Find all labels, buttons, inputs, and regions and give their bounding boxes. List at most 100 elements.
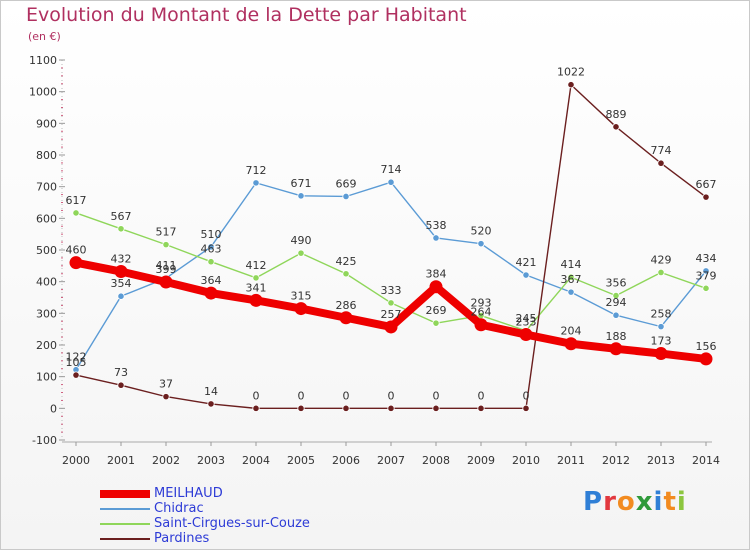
x-tick-label: 2000 — [62, 454, 90, 467]
chart-title: Evolution du Montant de la Dette par Hab… — [26, 4, 467, 26]
data-label: 173 — [651, 335, 672, 348]
legend-swatch-pardines — [100, 538, 150, 540]
x-tick-label: 2002 — [152, 454, 180, 467]
logo-letter: x — [635, 487, 654, 517]
data-point — [657, 159, 665, 167]
data-label: 669 — [336, 177, 357, 190]
data-label: 188 — [606, 330, 627, 343]
y-tick-label: 600 — [36, 212, 57, 225]
y-tick-label: 200 — [36, 339, 57, 352]
x-tick-label: 2007 — [377, 454, 405, 467]
legend-swatch-meilhaud — [100, 490, 150, 498]
data-point — [297, 249, 305, 257]
y-tick-label: 500 — [36, 244, 57, 257]
data-point — [69, 256, 83, 270]
data-label: 364 — [201, 274, 222, 287]
data-label: 0 — [478, 389, 485, 402]
data-label: 0 — [343, 389, 350, 402]
data-label: 0 — [523, 389, 530, 402]
data-label: 774 — [651, 144, 672, 157]
x-tick-label: 2003 — [197, 454, 225, 467]
data-label: 412 — [246, 259, 267, 272]
data-point — [387, 404, 395, 412]
x-tick-label: 2011 — [557, 454, 585, 467]
logo-letter: r — [603, 487, 617, 517]
logo-letter: i — [653, 487, 664, 517]
y-tick-label: -100 — [32, 434, 57, 447]
data-point — [342, 404, 350, 412]
data-point — [567, 81, 575, 89]
data-point — [477, 404, 485, 412]
x-tick-label: 2012 — [602, 454, 630, 467]
data-point — [474, 318, 488, 332]
data-point — [657, 323, 665, 331]
data-point — [207, 400, 215, 408]
data-label: 520 — [471, 225, 492, 238]
data-label: 73 — [114, 366, 128, 379]
data-point — [654, 347, 668, 361]
data-point — [249, 293, 263, 307]
data-point — [432, 404, 440, 412]
x-tick-label: 2008 — [422, 454, 450, 467]
data-point — [612, 123, 620, 131]
data-point — [159, 275, 173, 289]
proxiti-logo: Proxiti — [583, 487, 687, 517]
data-label: 356 — [606, 277, 627, 290]
data-label: 712 — [246, 164, 267, 177]
data-label: 411 — [156, 259, 177, 272]
data-label: 667 — [696, 178, 717, 191]
data-point — [432, 319, 440, 327]
x-tick-label: 2010 — [512, 454, 540, 467]
x-tick-label: 2004 — [242, 454, 270, 467]
data-point — [612, 291, 620, 300]
x-tick-label: 2009 — [467, 454, 495, 467]
data-point — [117, 381, 125, 389]
data-point — [207, 258, 215, 266]
data-point — [702, 193, 710, 201]
data-label: 538 — [426, 219, 447, 232]
data-label: 414 — [561, 258, 582, 271]
logo-letter: t — [663, 487, 677, 517]
data-label: 567 — [111, 210, 132, 223]
data-point — [477, 240, 485, 248]
logo-letter: i — [676, 487, 687, 517]
legend-swatch-saint-cirgues — [100, 523, 150, 525]
data-label: 156 — [696, 340, 717, 353]
data-point — [72, 371, 80, 379]
data-label: 269 — [426, 304, 447, 317]
data-label: 367 — [561, 273, 582, 286]
data-label: 258 — [651, 308, 672, 321]
data-point — [519, 328, 533, 342]
legend-label-chidrac: Chidrac — [154, 501, 204, 516]
data-label: 889 — [606, 108, 627, 121]
data-label: 333 — [381, 284, 402, 297]
data-point — [702, 267, 710, 275]
data-point — [387, 178, 395, 186]
data-label: 1022 — [557, 66, 585, 79]
data-point — [564, 337, 578, 351]
data-label: 460 — [66, 244, 87, 257]
data-label: 421 — [516, 256, 537, 269]
data-point — [297, 404, 305, 412]
legend-label-pardines: Pardines — [154, 531, 210, 546]
y-tick-label: 300 — [36, 307, 57, 320]
x-tick-label: 2014 — [692, 454, 720, 467]
data-point — [657, 268, 665, 277]
data-point — [384, 320, 398, 334]
y-tick-label: 800 — [36, 149, 57, 162]
legend-label-meilhaud: MEILHAUD — [154, 486, 223, 501]
data-label: 0 — [298, 389, 305, 402]
data-point — [567, 273, 575, 281]
chart-subtitle: (en €) — [28, 30, 61, 43]
x-tick-label: 2001 — [107, 454, 135, 467]
data-point — [702, 284, 710, 292]
data-point — [609, 342, 623, 356]
data-point — [342, 192, 350, 201]
data-point — [429, 280, 443, 294]
data-point — [522, 404, 530, 412]
data-label: 0 — [433, 389, 440, 402]
data-label: 315 — [291, 290, 312, 303]
data-label: 257 — [381, 308, 402, 321]
logo-letter: o — [616, 487, 636, 517]
